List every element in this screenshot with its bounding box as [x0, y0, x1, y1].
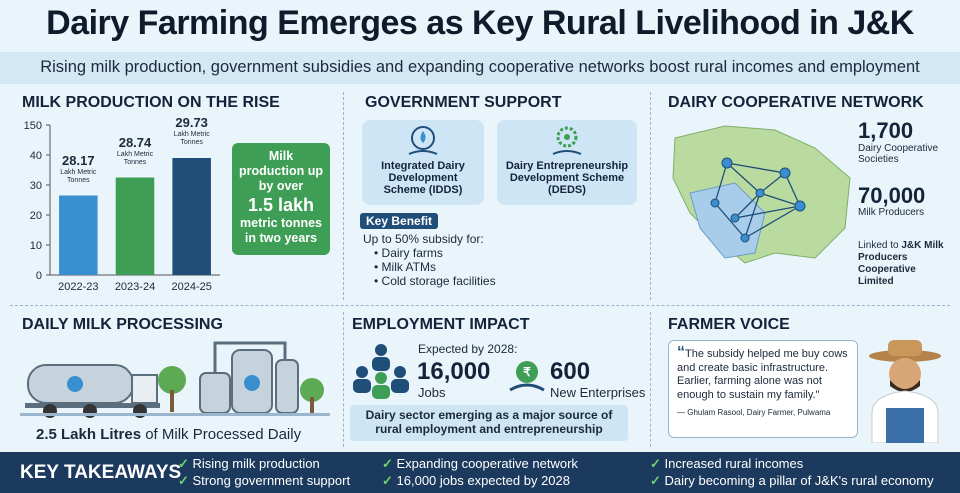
section-title: DAIRY COOPERATIVE NETWORK — [668, 94, 924, 111]
subtitle-band — [0, 52, 960, 84]
linked-org: J&K Milk Producers Cooperative Limited — [858, 240, 944, 287]
processing-amount: 2.5 Lakh Litres — [36, 426, 142, 443]
scheme-name: Integrated Dairy Development Scheme (IDD… — [381, 160, 465, 196]
section-title: MILK PRODUCTION ON THE RISE — [22, 94, 280, 111]
divider — [10, 305, 950, 306]
y-tick-label: 40 — [30, 150, 42, 162]
employment-note: Dairy sector emerging as a major source … — [350, 405, 628, 441]
stat-label: Milk Producers — [858, 207, 925, 218]
processing-caption: 2.5 Lakh Litres of Milk Processed Daily — [36, 426, 301, 443]
bar-label-unit: Lakh Metric Tonnes — [173, 131, 210, 146]
page-subtitle: Rising milk production, government subsi… — [40, 58, 920, 76]
section-title: EMPLOYMENT IMPACT — [352, 316, 530, 333]
chart-area: 0 10 20 30 40 150 2022-23 2023-24 2024-25 28.17 L… — [0, 88, 343, 300]
section-title: GOVERNMENT SUPPORT — [365, 94, 562, 111]
y-tick-label: 30 — [30, 180, 42, 192]
y-tick-label: 20 — [30, 210, 42, 222]
takeaway: Increased rural incomes — [650, 456, 804, 472]
bar — [115, 177, 155, 275]
stat-label: New Enterprises — [550, 385, 646, 400]
bar-label-unit: Lakh Metric Tonnes — [116, 150, 154, 166]
scheme-name: Dairy Entrepreneurship Development Schem… — [505, 160, 629, 196]
key-benefit-label: Key Benefit — [360, 213, 439, 229]
callout: Milk production up by over 1.5 lakh metric… — [232, 143, 330, 255]
quote-mark: “ — [677, 344, 685, 361]
y-tick-label: 150 — [24, 120, 42, 132]
bar-label-value: 28.74 — [118, 134, 152, 150]
benefit-text: Cold storage facilities — [381, 274, 496, 288]
quote-attribution: — Ghulam Rasool, Dairy Farmer, Pulwama — [677, 408, 831, 417]
section-title: DAILY MILK PROCESSING — [22, 316, 223, 333]
stat-value: 16,000 — [417, 358, 491, 385]
section-title: FARMER VOICE — [668, 316, 790, 333]
farmer-illustration — [869, 340, 941, 443]
bar-label-value: 28.17 — [62, 152, 95, 168]
bar — [59, 195, 98, 275]
x-tick-label: 2023-24 — [115, 281, 155, 293]
stat-label: Dairy Cooperative Societies — [858, 143, 939, 165]
callout-tail: metric tonnes in two years — [240, 216, 322, 245]
takeaway: Rising milk production — [178, 456, 320, 472]
scheme-icon — [408, 126, 438, 155]
y-tick-label: 10 — [30, 240, 42, 252]
stat-value: 70,000 — [858, 183, 926, 208]
benefit-intro: Up to 50% subsidy for: — [363, 232, 484, 246]
benefit-item: • Dairy farms — [374, 246, 443, 260]
page-title: Dairy Farming Emerges as Key Rural Livel… — [46, 4, 914, 42]
y-tick-label: 0 — [36, 270, 42, 282]
bar-label-value: 29.73 — [175, 115, 208, 130]
processing-text: of Milk Processed Daily — [145, 426, 302, 443]
x-tick-label: 2024-25 — [171, 281, 211, 293]
enterprise-icon: ₹ — [509, 361, 545, 392]
processing-illustration — [20, 341, 330, 418]
benefit-text: Milk ATMs — [381, 260, 436, 274]
quote: “The subsidy helped me buy cows and crea… — [677, 344, 849, 402]
expected-label: Expected by 2028: — [418, 342, 518, 356]
bar-label-unit: Lakh Metric Tonnes — [60, 168, 97, 184]
scheme-icon — [552, 126, 582, 155]
callout-lead: Milk production up by over — [238, 149, 323, 193]
chart: 0 10 20 30 40 150 2022-23 2023-24 2024-25 — [24, 120, 220, 293]
quote-box: “The subsidy helped me buy cows and crea… — [668, 340, 858, 438]
divider — [650, 92, 651, 300]
scheme-card: Integrated Dairy Development Scheme (IDD… — [362, 120, 484, 205]
takeaway: 16,000 jobs expected by 2028 — [382, 473, 570, 489]
linked-prefix: Linked to — [858, 240, 899, 251]
takeaway: Dairy becoming a pillar of J&K's rural e… — [650, 473, 934, 489]
benefit-item: • Cold storage facilities — [374, 274, 496, 288]
divider — [343, 312, 344, 447]
stat-value: 1,700 — [858, 118, 914, 143]
benefit-text: Dairy farms — [381, 246, 443, 260]
divider — [343, 92, 344, 300]
x-tick-label: 2022-23 — [58, 281, 98, 293]
takeaways-title: KEY TAKEAWAYS — [20, 462, 182, 483]
stat-value: 600 — [550, 358, 591, 385]
scheme-card: Dairy Entrepreneurship Development Schem… — [497, 120, 637, 205]
svg-text:₹: ₹ — [523, 365, 531, 379]
quote-text: The subsidy helped me buy cows and creat… — [677, 348, 848, 401]
linked-note: Linked to J&K Milk Producers Cooperative… — [858, 240, 950, 288]
takeaway: Strong government support — [178, 473, 351, 489]
stat-label: Jobs — [418, 385, 446, 400]
takeaway: Expanding cooperative network — [382, 456, 578, 472]
people-icon — [353, 344, 409, 399]
bar — [172, 158, 211, 275]
benefit-item: • Milk ATMs — [374, 260, 436, 274]
network-map — [672, 125, 851, 264]
divider — [650, 312, 651, 447]
callout-highlight: 1.5 lakh — [247, 195, 315, 215]
